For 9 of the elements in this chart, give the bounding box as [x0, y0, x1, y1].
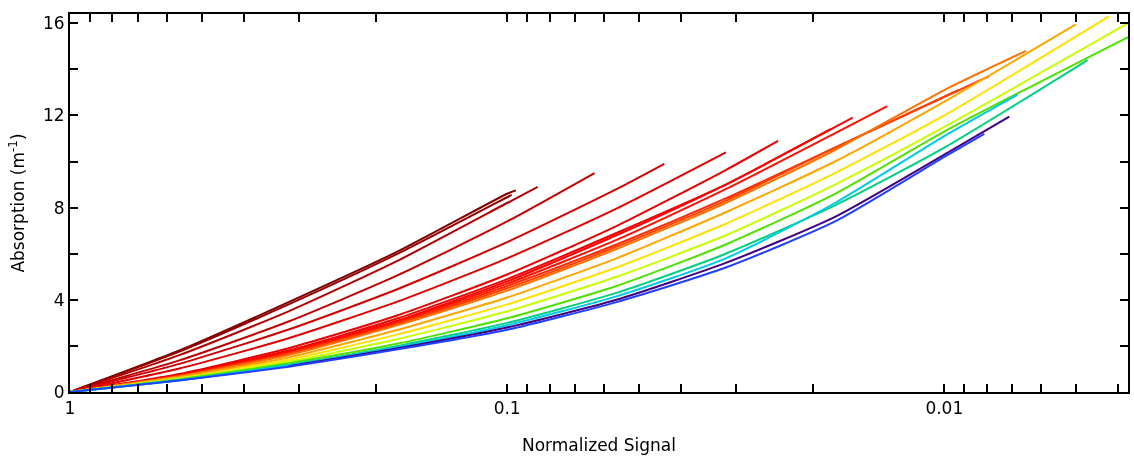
x-tick-label: 0.1: [493, 398, 521, 419]
x-tick-label: 1: [64, 398, 76, 419]
y-tick-label: 0: [53, 381, 65, 402]
y-tick-label: 4: [53, 289, 65, 310]
x-tick-label: 0.01: [925, 398, 964, 419]
y-tick-label: 12: [42, 105, 65, 126]
y-tick-label: 16: [42, 13, 65, 34]
y-tick-label: 8: [53, 197, 65, 218]
x-axis-title: Normalized Signal: [521, 435, 677, 456]
